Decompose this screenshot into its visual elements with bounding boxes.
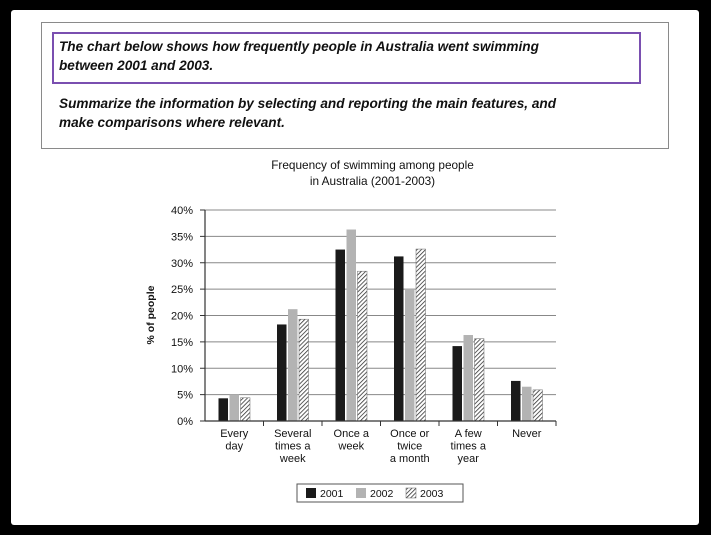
axes [204,210,557,426]
x-category-label: A few [455,428,482,440]
y-tick-label: 30% [171,258,193,270]
x-category-label: Once or [390,428,429,440]
bar-2002 [463,335,473,421]
x-category-label: year [458,453,480,465]
y-tick-label: 15% [171,337,193,349]
y-tick-label: 0% [177,416,193,428]
x-category-label: twice [397,441,422,453]
bar-2003 [298,318,309,422]
gridlines [200,209,556,422]
y-tick-label: 40% [171,205,193,217]
legend-swatch-2002 [356,488,366,498]
x-category-label: day [225,441,243,453]
bar-2001 [218,398,228,421]
prompt-line-3: Summarize the information by selecting a… [59,96,557,111]
prompt-line-2: between 2001 and 2003. [59,58,214,73]
bar-2001 [452,346,462,421]
x-category-label: Several [274,428,311,440]
x-category-label: week [337,441,364,453]
y-tick-label: 35% [171,231,193,243]
x-category-label: times a [451,441,487,453]
bar-2002 [229,394,239,421]
prompt-box [41,22,669,149]
bar-2001 [277,324,287,421]
bar-2001 [335,249,345,421]
bar-2002 [522,386,532,421]
bar-2002 [405,289,415,421]
bar-2001 [511,380,521,421]
bar-2002 [346,229,356,421]
chart-title-line-2: in Australia (2001-2003) [309,174,436,188]
x-category-label: Once a [334,428,370,440]
bars [218,229,543,422]
x-category-label: a month [390,453,430,465]
bar-2003 [357,270,368,422]
bar-2003 [415,248,426,422]
legend-swatch-2001 [306,488,316,498]
bar-2002 [288,309,298,421]
y-tick-label: 20% [171,311,193,323]
legend-swatch-2003 [405,487,417,499]
chart-title: Frequency of swimming among people in Au… [200,157,545,189]
legend-label-2001: 2001 [320,488,344,500]
y-tick-labels: 0% 5% 10% 15% 20% 25% 30% 35% 40% [171,205,193,428]
prompt-line-1: The chart below shows how frequently peo… [59,39,539,54]
x-category-label: Every [220,428,249,440]
y-tick-label: 25% [171,284,193,296]
bar-2003 [474,338,485,422]
x-category-label: Never [512,428,542,440]
legend-frame [296,483,464,503]
bar-2003 [532,389,543,422]
legend-label-2003: 2003 [420,488,444,500]
y-tick-label: 10% [171,363,193,375]
bar-2001 [394,256,404,421]
prompt-highlight [52,32,641,84]
legend-label-2002: 2002 [370,488,394,500]
prompt-line-4: make comparisons where relevant. [59,115,285,130]
y-tick-label: 5% [177,390,193,402]
legend: 2001 2002 2003 [296,483,464,503]
bar-2003 [240,397,251,422]
y-axis-label: % of people [145,285,157,344]
chart-title-line-1: Frequency of swimming among people [271,158,474,172]
x-category-label: times a [275,441,311,453]
x-category-label: week [279,453,306,465]
